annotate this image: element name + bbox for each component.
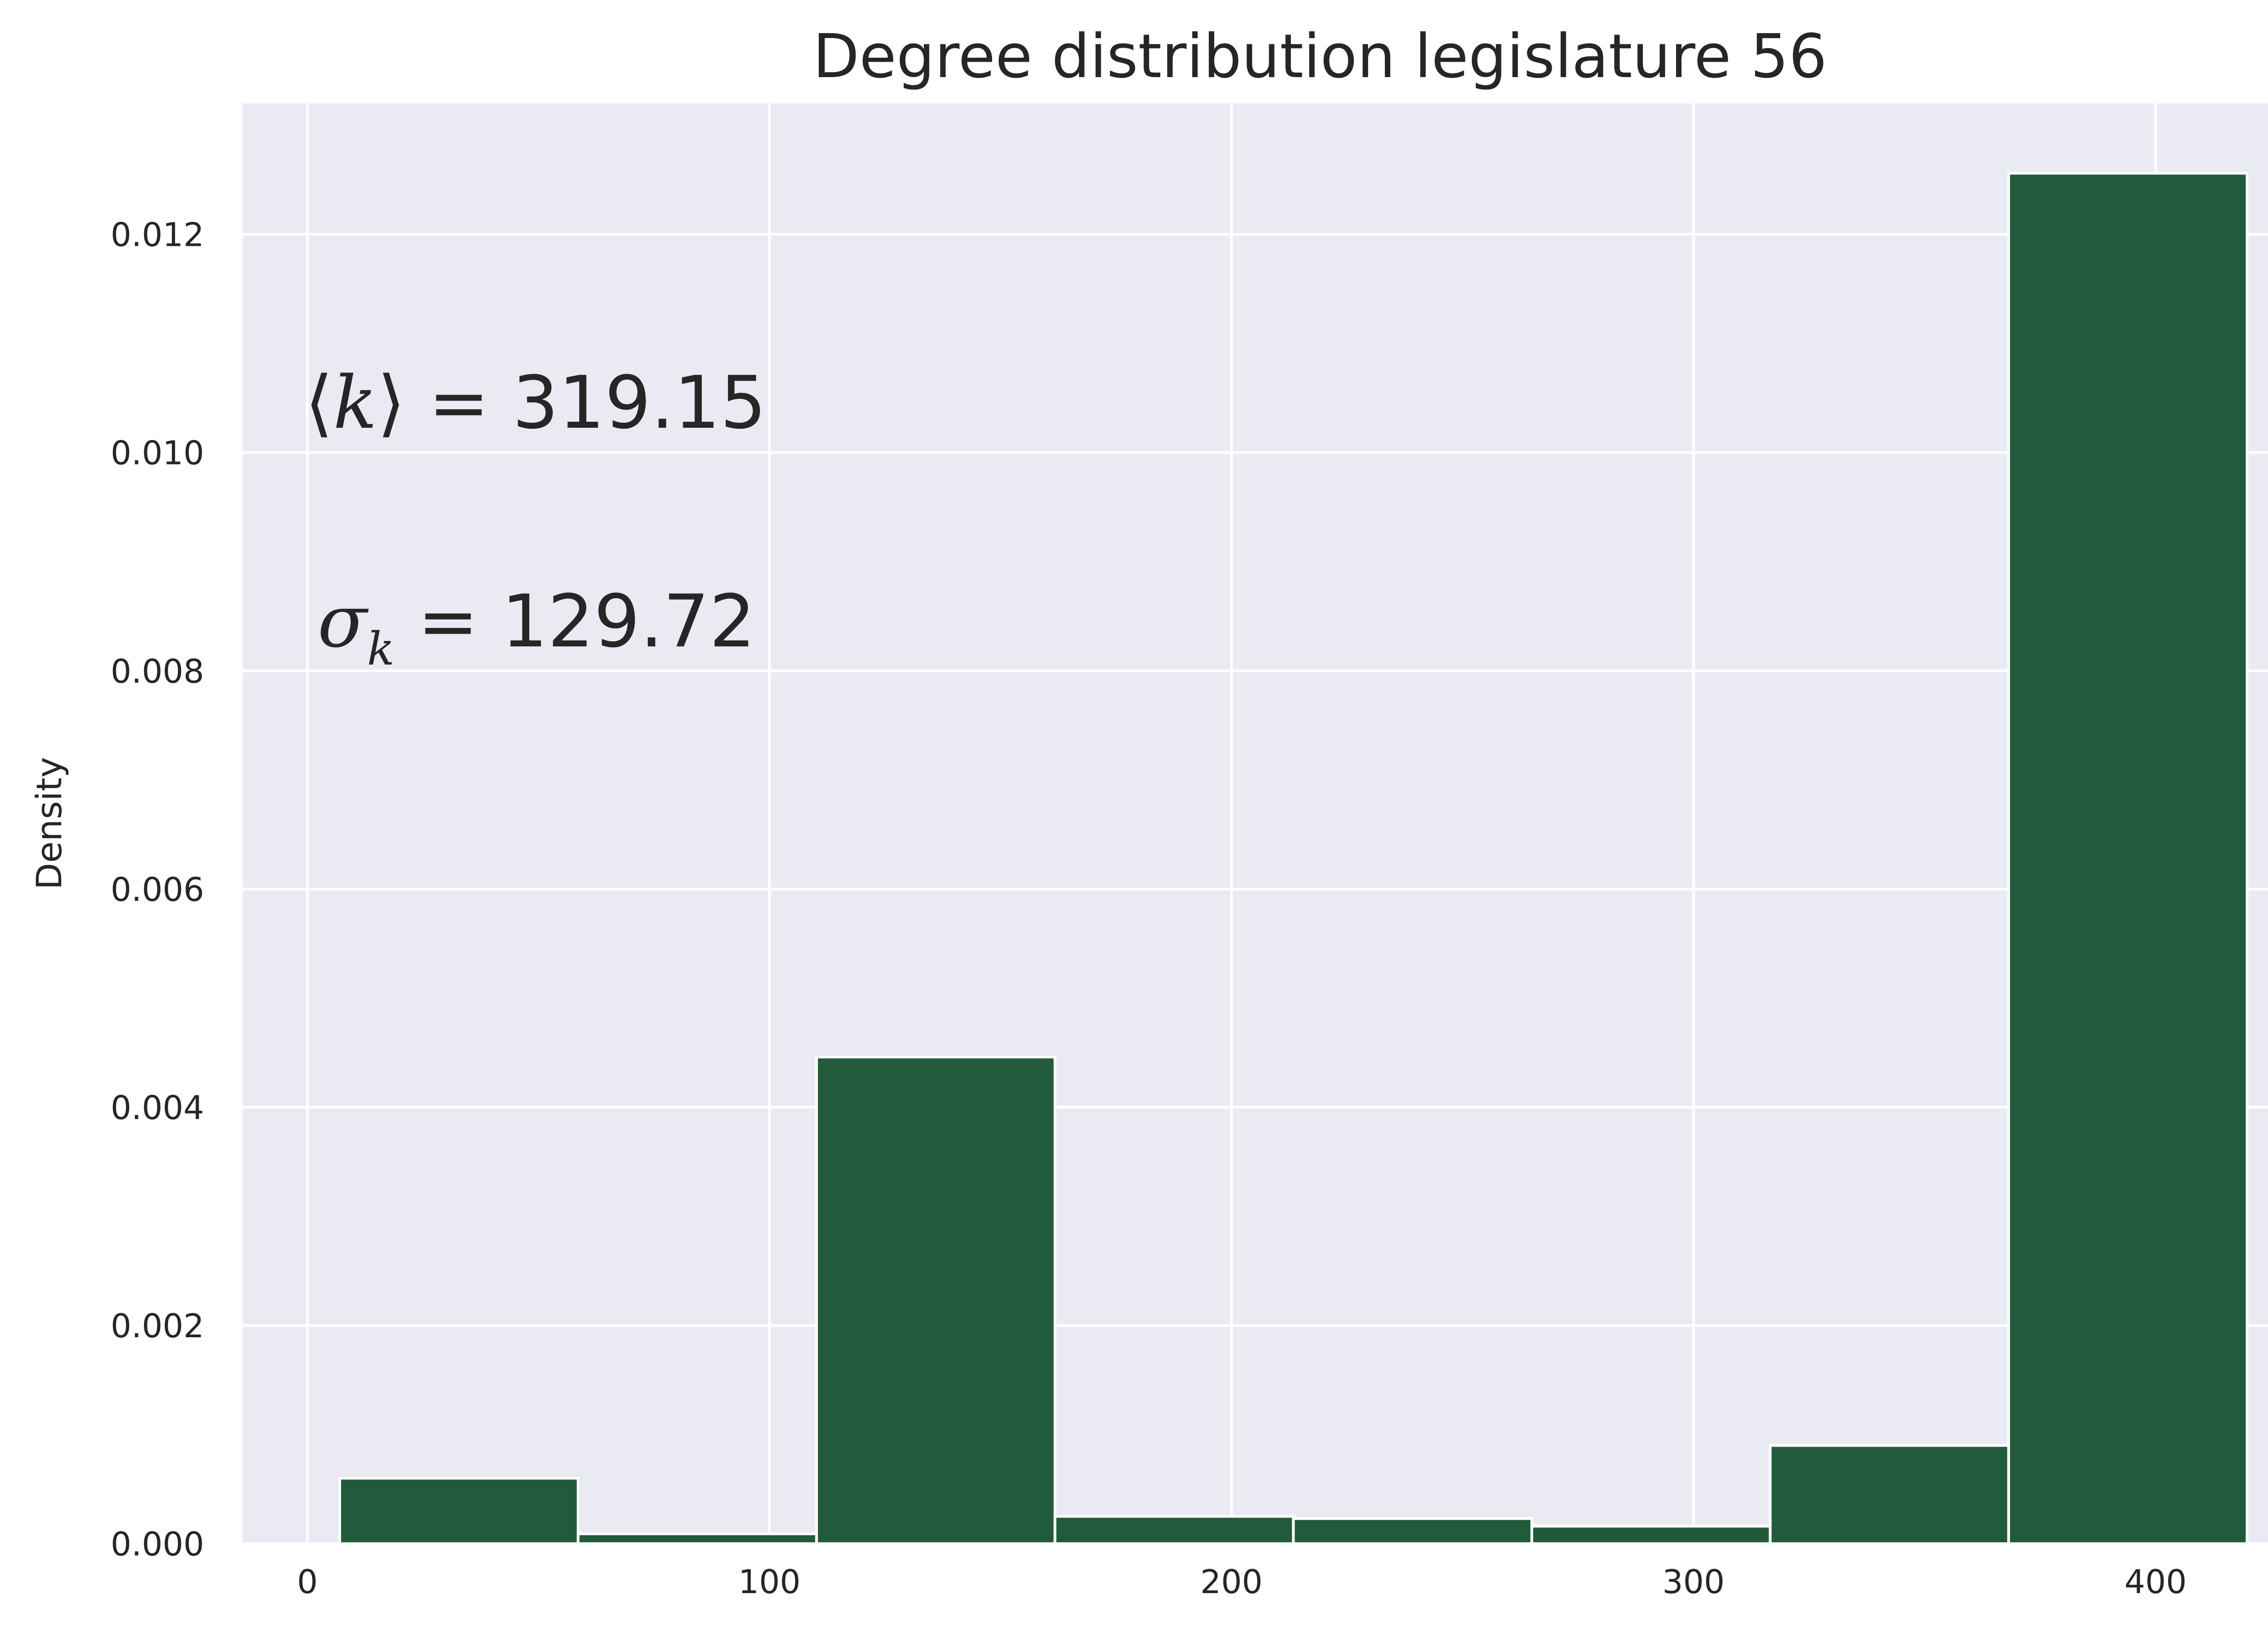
annotation-std-degree: σk = 129.72 — [318, 579, 755, 675]
x-axis-ticks: 0 100 200 300 400 — [297, 1563, 2187, 1601]
histogram-bar — [1530, 1525, 1772, 1545]
std-value: 129.72 — [502, 579, 756, 664]
mean-variable: k — [333, 360, 377, 445]
histogram-bar — [1769, 1444, 2010, 1545]
y-tick-label: 0.008 — [111, 652, 204, 690]
std-subscript: k — [367, 622, 395, 675]
y-tick-label: 0.010 — [111, 434, 204, 472]
mean-equals: = — [406, 360, 513, 445]
std-equals: = — [395, 579, 502, 664]
x-tick-label: 100 — [738, 1563, 801, 1601]
y-tick-label: 0.006 — [111, 870, 204, 909]
std-variable: σ — [318, 579, 369, 664]
y-axis-label: Density — [29, 757, 70, 890]
x-tick-label: 200 — [1200, 1563, 1262, 1601]
plot-area — [243, 103, 2268, 1544]
chart-title: Degree distribution legislature 56 — [813, 22, 1827, 92]
y-tick-label: 0.002 — [111, 1307, 204, 1345]
y-tick-label: 0.004 — [111, 1089, 204, 1127]
y-tick-label: 0.000 — [111, 1525, 204, 1563]
histogram-bar — [577, 1532, 818, 1545]
y-axis-ticks: 0.000 0.002 0.004 0.006 0.008 0.010 0.012 — [111, 216, 204, 1563]
x-tick-label: 300 — [1662, 1563, 1725, 1601]
histogram-bar — [1053, 1515, 1295, 1545]
histogram-bars — [338, 171, 2248, 1545]
mean-bracket-left: ⟨ — [305, 360, 333, 445]
histogram-bar — [815, 1056, 1056, 1545]
x-tick-label: 400 — [2124, 1563, 2186, 1601]
annotation-mean-degree: ⟨k⟩ = 319.15 — [305, 360, 766, 445]
histogram-bar — [338, 1477, 580, 1545]
mean-value: 319.15 — [513, 360, 767, 445]
y-tick-label: 0.012 — [111, 216, 204, 254]
histogram-bar — [1292, 1517, 1534, 1545]
x-tick-label: 0 — [297, 1563, 318, 1601]
mean-bracket-right: ⟩ — [377, 360, 405, 445]
histogram-bar — [2007, 171, 2248, 1545]
